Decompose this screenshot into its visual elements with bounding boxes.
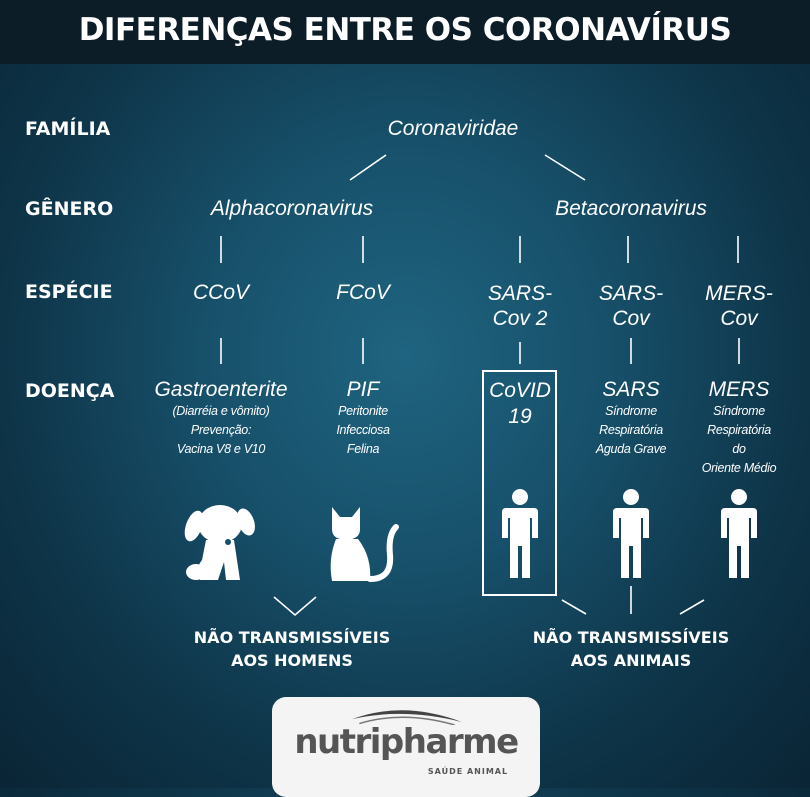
page-title: DIFERENÇAS ENTRE OS CORONAVÍRUS: [78, 12, 732, 48]
disease-pif: PIF Peritonite Infecciosa Felina: [336, 378, 390, 456]
conclusion-animals: NÃO TRANSMISSÍVEIS AOS HOMENS: [193, 628, 391, 670]
conclusion-humans: NÃO TRANSMISSÍVEIS AOS ANIMAIS: [532, 628, 730, 670]
person-icon: [721, 489, 757, 578]
genus-beta: Betacoronavirus: [555, 197, 707, 220]
row-label-doenca: DOENÇA: [25, 380, 115, 402]
species-fcov: FCoV: [336, 281, 390, 304]
connector-line: [679, 599, 705, 615]
dog-icon: [184, 505, 255, 580]
person-icon: [502, 489, 538, 578]
row-label-familia: FAMÍLIA: [25, 118, 111, 140]
row-label-genero: GÊNERO: [25, 198, 114, 220]
connector-line: [544, 154, 586, 181]
species-sars-cov-2: SARS- Cov 2: [487, 282, 553, 330]
logo: nutripharme SAÚDE ANIMAL: [272, 697, 540, 797]
connector-line: [349, 154, 387, 181]
row-label-especie: ESPÉCIE: [25, 281, 113, 303]
species-sars-cov: SARS- Cov: [598, 282, 664, 330]
disease-mers: MERS Síndrome Respiratória do Oriente Mé…: [701, 378, 777, 475]
connector-line: [273, 596, 317, 617]
genus-alpha: Alphacoronavirus: [210, 197, 374, 220]
title-bar: [0, 0, 810, 64]
person-icon: [613, 489, 649, 578]
disease-sars: SARS Síndrome Respiratória Aguda Grave: [595, 378, 667, 456]
cat-icon: [330, 507, 399, 582]
covid-highlight-box: [482, 370, 557, 596]
species-ccov: CCoV: [192, 281, 250, 304]
logo-text: nutripharme: [294, 722, 519, 762]
family-name: Coronaviridae: [387, 117, 519, 140]
logo-swoosh-icon: [352, 710, 462, 725]
species-mers-cov: MERS- Cov: [705, 282, 773, 330]
disease-covid-19: CoVID 19: [489, 379, 551, 428]
disease-gastroenterite: Gastroenterite (Diarréia e vômito) Preve…: [154, 378, 288, 456]
connector-line: [561, 599, 587, 615]
logo-tagline: SAÚDE ANIMAL: [427, 767, 509, 776]
